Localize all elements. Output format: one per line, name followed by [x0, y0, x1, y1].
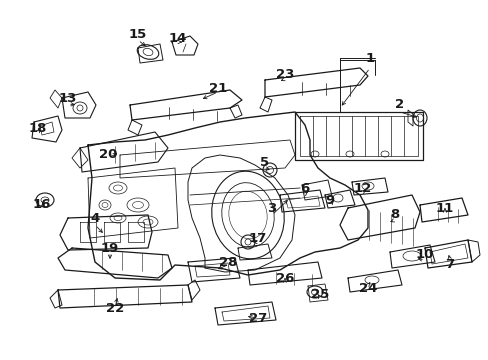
- Text: 19: 19: [101, 242, 119, 255]
- Text: 12: 12: [353, 181, 371, 194]
- Text: 26: 26: [275, 271, 294, 284]
- Text: 11: 11: [435, 202, 453, 215]
- Text: 9: 9: [325, 194, 334, 207]
- Text: 2: 2: [395, 99, 404, 112]
- Text: 10: 10: [415, 248, 433, 261]
- Text: 20: 20: [99, 148, 117, 162]
- Text: 4: 4: [90, 211, 100, 225]
- Text: 25: 25: [310, 288, 328, 302]
- Text: 6: 6: [300, 181, 309, 194]
- Text: 22: 22: [106, 302, 124, 315]
- Text: 21: 21: [208, 81, 226, 94]
- Text: 8: 8: [389, 208, 399, 221]
- Text: 7: 7: [445, 258, 454, 271]
- Text: 28: 28: [218, 256, 237, 269]
- Text: 24: 24: [358, 282, 376, 294]
- Text: 16: 16: [33, 198, 51, 211]
- Text: 13: 13: [59, 91, 77, 104]
- Text: 23: 23: [275, 68, 294, 81]
- Text: 3: 3: [267, 202, 276, 215]
- Text: 5: 5: [260, 157, 269, 170]
- Text: 27: 27: [248, 311, 266, 324]
- Text: 17: 17: [248, 231, 266, 244]
- Text: 1: 1: [365, 51, 374, 64]
- Text: 18: 18: [29, 122, 47, 135]
- Text: 15: 15: [129, 28, 147, 41]
- Text: 14: 14: [168, 31, 187, 45]
